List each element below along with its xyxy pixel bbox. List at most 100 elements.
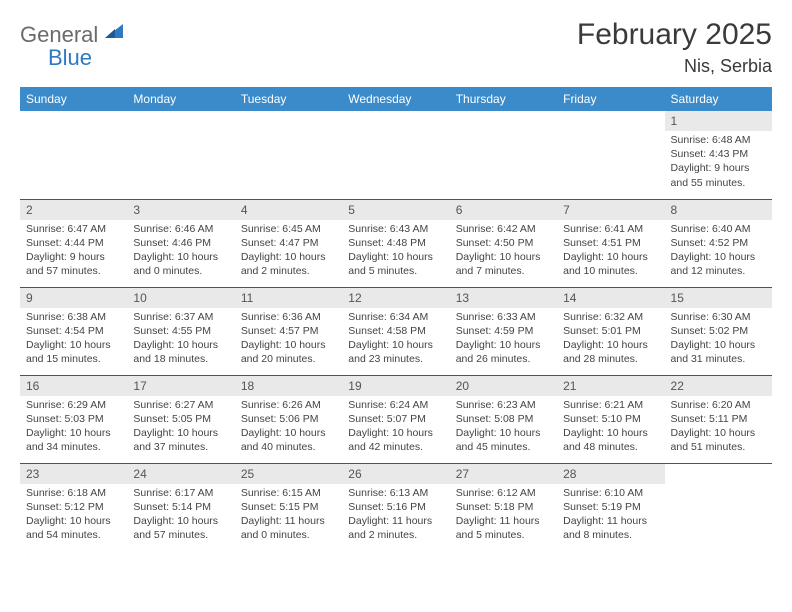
calendar-day-cell: 4Sunrise: 6:45 AMSunset: 4:47 PMDaylight… [235,199,342,287]
calendar-day-cell: 16Sunrise: 6:29 AMSunset: 5:03 PMDayligh… [20,375,127,463]
day-number: 16 [20,376,127,396]
day-number: 8 [665,200,772,220]
day-sun-data: Sunrise: 6:10 AMSunset: 5:19 PMDaylight:… [557,484,664,547]
calendar-day-cell [235,111,342,199]
day-number: 17 [127,376,234,396]
daylight-text: Daylight: 9 hours and 57 minutes. [26,250,121,278]
calendar-day-cell [20,111,127,199]
sunset-text: Sunset: 5:12 PM [26,500,121,514]
day-number: 28 [557,464,664,484]
calendar-day-cell [127,111,234,199]
day-sun-data: Sunrise: 6:32 AMSunset: 5:01 PMDaylight:… [557,308,664,371]
calendar-day-cell [557,111,664,199]
sunrise-text: Sunrise: 6:17 AM [133,486,228,500]
weekday-header: Friday [557,87,664,111]
day-sun-data: Sunrise: 6:13 AMSunset: 5:16 PMDaylight:… [342,484,449,547]
sunrise-text: Sunrise: 6:30 AM [671,310,766,324]
day-sun-data: Sunrise: 6:24 AMSunset: 5:07 PMDaylight:… [342,396,449,459]
daylight-text: Daylight: 10 hours and 26 minutes. [456,338,551,366]
calendar-day-cell: 14Sunrise: 6:32 AMSunset: 5:01 PMDayligh… [557,287,664,375]
calendar-day-cell: 3Sunrise: 6:46 AMSunset: 4:46 PMDaylight… [127,199,234,287]
day-sun-data: Sunrise: 6:27 AMSunset: 5:05 PMDaylight:… [127,396,234,459]
day-sun-data: Sunrise: 6:43 AMSunset: 4:48 PMDaylight:… [342,220,449,283]
sunrise-text: Sunrise: 6:32 AM [563,310,658,324]
daylight-text: Daylight: 10 hours and 18 minutes. [133,338,228,366]
calendar-day-cell: 7 Sunrise: 6:41 AMSunset: 4:51 PMDaylight… [557,199,664,287]
calendar-day-cell: 11Sunrise: 6:36 AMSunset: 4:57 PMDayligh… [235,287,342,375]
day-number: 24 [127,464,234,484]
daylight-text: Daylight: 10 hours and 20 minutes. [241,338,336,366]
daylight-text: Daylight: 10 hours and 2 minutes. [241,250,336,278]
sunrise-text: Sunrise: 6:20 AM [671,398,766,412]
daylight-text: Daylight: 10 hours and 0 minutes. [133,250,228,278]
day-sun-data: Sunrise: 6:47 AMSunset: 4:44 PMDaylight:… [20,220,127,283]
sunrise-text: Sunrise: 6:27 AM [133,398,228,412]
logo-blue-text: Blue [48,45,92,70]
day-sun-data: Sunrise: 6:38 AMSunset: 4:54 PMDaylight:… [20,308,127,371]
sunset-text: Sunset: 5:01 PM [563,324,658,338]
daylight-text: Daylight: 10 hours and 23 minutes. [348,338,443,366]
day-sun-data: Sunrise: 6:20 AMSunset: 5:11 PMDaylight:… [665,396,772,459]
weekday-header: Saturday [665,87,772,111]
daylight-text: Daylight: 10 hours and 5 minutes. [348,250,443,278]
weekday-header: Monday [127,87,234,111]
calendar-day-cell [450,111,557,199]
calendar-day-cell: 13Sunrise: 6:33 AMSunset: 4:59 PMDayligh… [450,287,557,375]
day-sun-data: Sunrise: 6:12 AMSunset: 5:18 PMDaylight:… [450,484,557,547]
sunset-text: Sunset: 5:08 PM [456,412,551,426]
daylight-text: Daylight: 10 hours and 54 minutes. [26,514,121,542]
day-number: 22 [665,376,772,396]
sunrise-text: Sunrise: 6:46 AM [133,222,228,236]
day-sun-data: Sunrise: 6:33 AMSunset: 4:59 PMDaylight:… [450,308,557,371]
sunrise-text: Sunrise: 6:18 AM [26,486,121,500]
sunset-text: Sunset: 5:02 PM [671,324,766,338]
sunset-text: Sunset: 4:51 PM [563,236,658,250]
day-sun-data: Sunrise: 6:18 AMSunset: 5:12 PMDaylight:… [20,484,127,547]
day-sun-data: Sunrise: 6:15 AMSunset: 5:15 PMDaylight:… [235,484,342,547]
calendar-day-cell: 27Sunrise: 6:12 AMSunset: 5:18 PMDayligh… [450,463,557,551]
day-number: 6 [450,200,557,220]
sunset-text: Sunset: 4:47 PM [241,236,336,250]
day-sun-data: Sunrise: 6:30 AMSunset: 5:02 PMDaylight:… [665,308,772,371]
calendar-page: General Blue February 2025 Nis, Serbia S… [0,0,792,551]
sunset-text: Sunset: 5:15 PM [241,500,336,514]
calendar-day-cell: 10Sunrise: 6:37 AMSunset: 4:55 PMDayligh… [127,287,234,375]
daylight-text: Daylight: 10 hours and 42 minutes. [348,426,443,454]
sunset-text: Sunset: 5:18 PM [456,500,551,514]
daylight-text: Daylight: 10 hours and 12 minutes. [671,250,766,278]
logo: General Blue [20,24,125,70]
day-number: 7 [557,200,664,220]
calendar-day-cell: 12Sunrise: 6:34 AMSunset: 4:58 PMDayligh… [342,287,449,375]
day-number: 13 [450,288,557,308]
calendar-body: 1Sunrise: 6:48 AMSunset: 4:43 PMDaylight… [20,111,772,551]
sunrise-text: Sunrise: 6:41 AM [563,222,658,236]
calendar-week-row: 23Sunrise: 6:18 AMSunset: 5:12 PMDayligh… [20,463,772,551]
calendar-day-cell: 19Sunrise: 6:24 AMSunset: 5:07 PMDayligh… [342,375,449,463]
calendar-day-cell: 17Sunrise: 6:27 AMSunset: 5:05 PMDayligh… [127,375,234,463]
calendar-week-row: 2Sunrise: 6:47 AMSunset: 4:44 PMDaylight… [20,199,772,287]
sunset-text: Sunset: 4:55 PM [133,324,228,338]
calendar-day-cell: 22Sunrise: 6:20 AMSunset: 5:11 PMDayligh… [665,375,772,463]
daylight-text: Daylight: 10 hours and 31 minutes. [671,338,766,366]
sunset-text: Sunset: 5:07 PM [348,412,443,426]
sunset-text: Sunset: 5:05 PM [133,412,228,426]
daylight-text: Daylight: 10 hours and 34 minutes. [26,426,121,454]
logo-text-block: General Blue [20,24,125,70]
calendar-week-row: 16Sunrise: 6:29 AMSunset: 5:03 PMDayligh… [20,375,772,463]
sunrise-text: Sunrise: 6:33 AM [456,310,551,324]
sunset-text: Sunset: 4:43 PM [671,147,766,161]
calendar-day-cell: 26Sunrise: 6:13 AMSunset: 5:16 PMDayligh… [342,463,449,551]
day-sun-data: Sunrise: 6:40 AMSunset: 4:52 PMDaylight:… [665,220,772,283]
daylight-text: Daylight: 10 hours and 10 minutes. [563,250,658,278]
day-sun-data: Sunrise: 6:17 AMSunset: 5:14 PMDaylight:… [127,484,234,547]
day-number: 25 [235,464,342,484]
sunrise-text: Sunrise: 6:45 AM [241,222,336,236]
header: General Blue February 2025 Nis, Serbia [20,18,772,77]
sunrise-text: Sunrise: 6:10 AM [563,486,658,500]
day-number: 12 [342,288,449,308]
day-number: 26 [342,464,449,484]
day-number: 5 [342,200,449,220]
sail-icon [105,24,125,45]
day-number: 15 [665,288,772,308]
day-number: 21 [557,376,664,396]
